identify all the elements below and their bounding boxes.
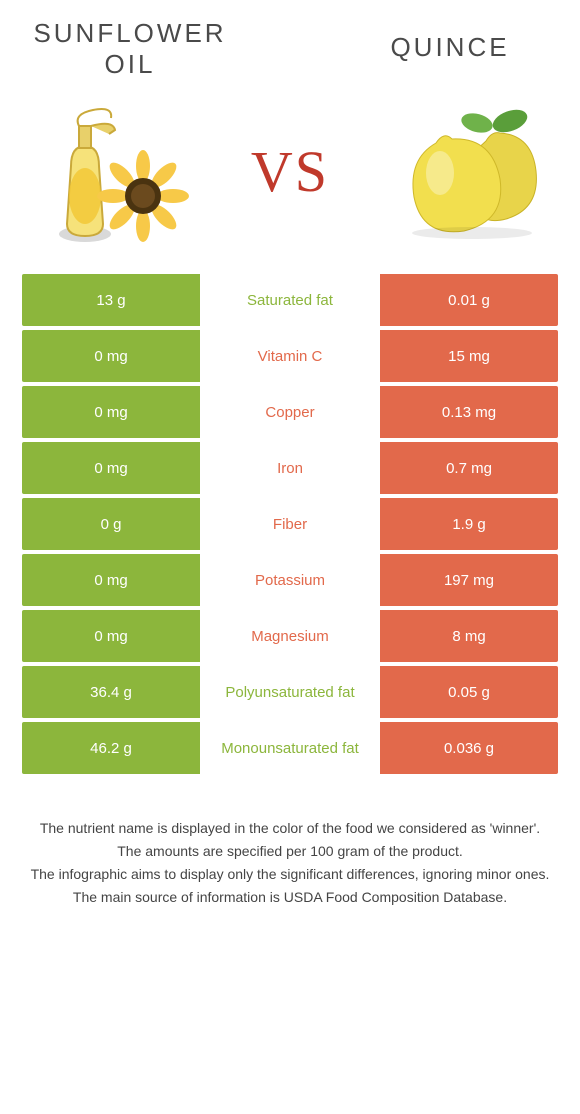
- images-row: VS: [0, 86, 580, 270]
- table-row: 0 mgCopper0.13 mg: [22, 386, 558, 438]
- left-value: 36.4 g: [22, 666, 200, 718]
- footnote-line: The infographic aims to display only the…: [30, 864, 550, 885]
- right-value: 0.01 g: [380, 274, 558, 326]
- nutrient-label: Vitamin C: [200, 330, 380, 382]
- right-value: 1.9 g: [380, 498, 558, 550]
- quince-image: [382, 96, 552, 246]
- nutrient-label: Magnesium: [200, 610, 380, 662]
- vs-label: VS: [251, 138, 329, 205]
- header: SUNFLOWER OIL QUINCE: [0, 0, 580, 86]
- table-row: 0 mgVitamin C15 mg: [22, 330, 558, 382]
- left-value: 0 mg: [22, 554, 200, 606]
- table-row: 13 gSaturated fat0.01 g: [22, 274, 558, 326]
- footnotes: The nutrient name is displayed in the co…: [30, 818, 550, 908]
- nutrient-label: Copper: [200, 386, 380, 438]
- table-row: 0 mgMagnesium8 mg: [22, 610, 558, 662]
- nutrient-label: Iron: [200, 442, 380, 494]
- left-value: 13 g: [22, 274, 200, 326]
- table-row: 46.2 gMonounsaturated fat0.036 g: [22, 722, 558, 774]
- nutrient-label: Polyunsaturated fat: [200, 666, 380, 718]
- comparison-table: 13 gSaturated fat0.01 g0 mgVitamin C15 m…: [22, 270, 558, 778]
- table-row: 0 mgPotassium197 mg: [22, 554, 558, 606]
- left-title: SUNFLOWER OIL: [30, 18, 230, 80]
- right-value: 8 mg: [380, 610, 558, 662]
- table-row: 0 gFiber1.9 g: [22, 498, 558, 550]
- footnote-line: The amounts are specified per 100 gram o…: [30, 841, 550, 862]
- right-value: 0.7 mg: [380, 442, 558, 494]
- left-value: 0 mg: [22, 442, 200, 494]
- right-title: QUINCE: [350, 32, 550, 63]
- left-value: 0 mg: [22, 610, 200, 662]
- sunflower-oil-image: [28, 96, 198, 246]
- left-value: 0 mg: [22, 386, 200, 438]
- nutrient-label: Potassium: [200, 554, 380, 606]
- right-value: 0.13 mg: [380, 386, 558, 438]
- left-value: 0 mg: [22, 330, 200, 382]
- left-value: 0 g: [22, 498, 200, 550]
- nutrient-label: Monounsaturated fat: [200, 722, 380, 774]
- left-value: 46.2 g: [22, 722, 200, 774]
- nutrient-label: Fiber: [200, 498, 380, 550]
- footnote-line: The nutrient name is displayed in the co…: [30, 818, 550, 839]
- right-value: 15 mg: [380, 330, 558, 382]
- right-value: 197 mg: [380, 554, 558, 606]
- right-value: 0.036 g: [380, 722, 558, 774]
- footnote-line: The main source of information is USDA F…: [30, 887, 550, 908]
- table-row: 0 mgIron0.7 mg: [22, 442, 558, 494]
- nutrient-label: Saturated fat: [200, 274, 380, 326]
- right-value: 0.05 g: [380, 666, 558, 718]
- table-row: 36.4 gPolyunsaturated fat0.05 g: [22, 666, 558, 718]
